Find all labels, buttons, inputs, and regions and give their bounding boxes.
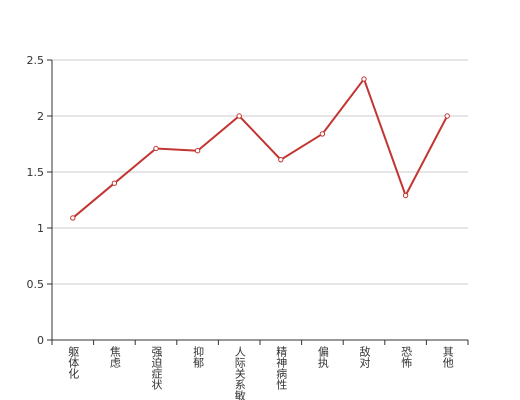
x-tick-label: 恐怖 xyxy=(400,346,413,368)
x-tick-label: 抑郁 xyxy=(192,345,205,368)
x-tick-label: 其他 xyxy=(441,346,454,368)
x-tick-label: 躯体化 xyxy=(67,346,80,380)
point xyxy=(153,145,159,152)
y-tick-label: 1 xyxy=(37,222,44,235)
point xyxy=(70,215,76,221)
x-tick-label: 强迫症状 xyxy=(150,346,163,390)
point xyxy=(402,192,409,199)
y-tick-label: 2 xyxy=(37,110,44,123)
y-tick-label: 1.5 xyxy=(27,166,45,179)
point xyxy=(444,113,450,119)
x-tick-label: 焦虑 xyxy=(108,346,121,368)
x-tick-label: 偏执 xyxy=(316,345,329,369)
y-tick-label: 0.5 xyxy=(27,278,45,291)
point xyxy=(194,148,201,154)
point xyxy=(111,180,118,186)
point xyxy=(236,113,242,119)
point xyxy=(361,76,367,82)
x-tick-label: 敌对 xyxy=(358,345,371,368)
line xyxy=(72,76,449,219)
x-tick-label: 人际关系敏感 xyxy=(233,346,246,400)
y-tick-label: 2.5 xyxy=(27,54,45,67)
point xyxy=(278,156,284,163)
point xyxy=(319,131,326,137)
x-tick-label: 精神病性 xyxy=(275,346,288,391)
y-tick-label: 0 xyxy=(37,334,44,347)
